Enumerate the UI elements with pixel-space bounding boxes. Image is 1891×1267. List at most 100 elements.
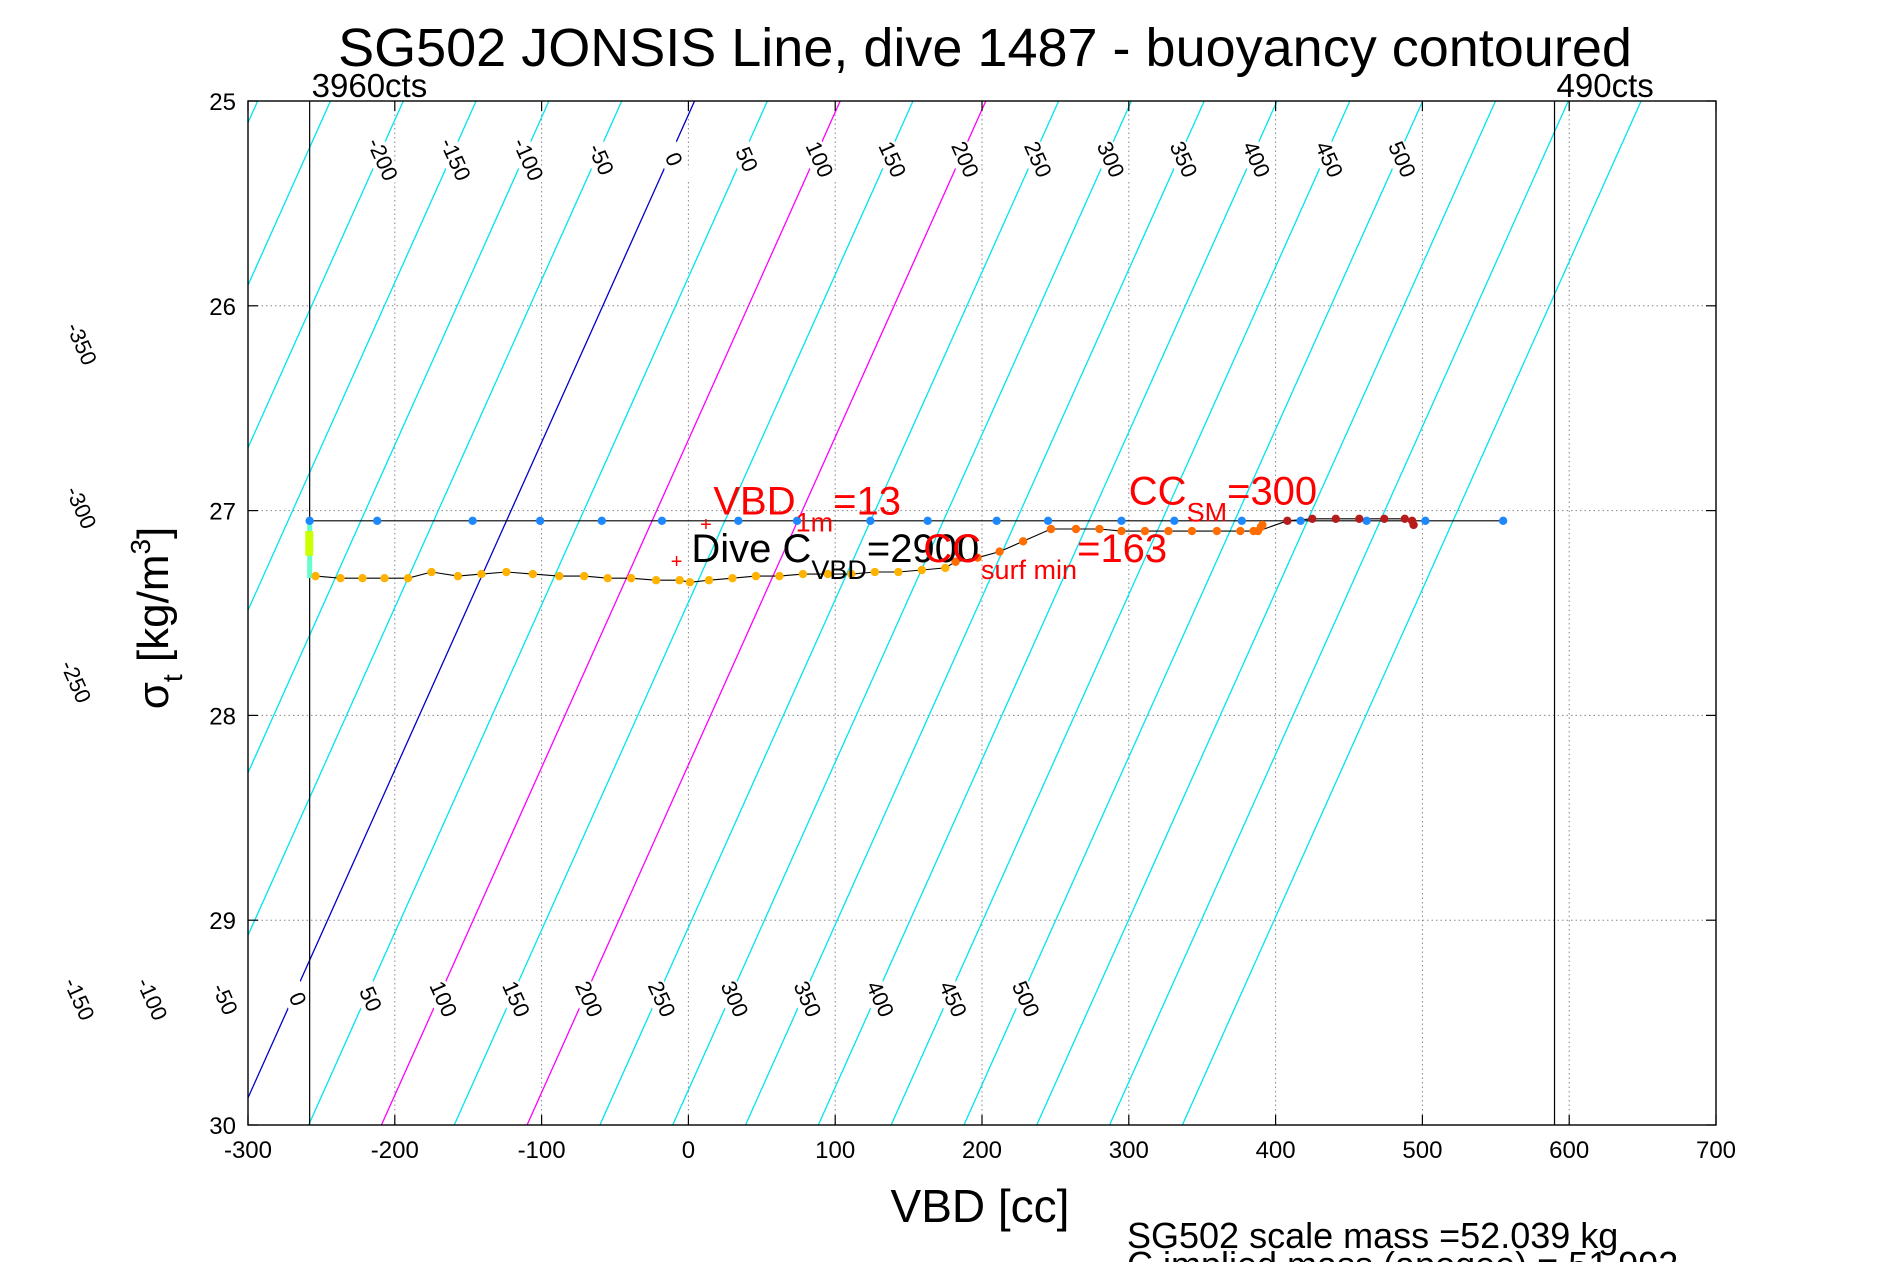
series-0-point bbox=[535, 516, 545, 526]
x-tick-label: 700 bbox=[1696, 1137, 1736, 1164]
contour-label-bottom: -150 bbox=[59, 974, 100, 1024]
series-1-point bbox=[917, 565, 927, 575]
contour-label-bottom-bg bbox=[712, 971, 754, 1028]
y-axis-label: σt [kg/m3] bbox=[125, 527, 188, 710]
series-0-point bbox=[1117, 516, 1126, 526]
series-1-point bbox=[704, 576, 714, 585]
annotation-value: =2900 bbox=[867, 527, 979, 571]
contour-label-top-bg bbox=[870, 131, 912, 189]
x-tick-label: -100 bbox=[518, 1137, 566, 1164]
plus-marker: + bbox=[671, 551, 683, 573]
series-3-point bbox=[1355, 514, 1364, 523]
series-2-point bbox=[1071, 524, 1081, 534]
contour-label-top-bg bbox=[433, 131, 475, 189]
series-1-point bbox=[380, 573, 389, 583]
contour-label-top-bg bbox=[506, 131, 548, 189]
series-3-point bbox=[1380, 514, 1389, 523]
series-2-point bbox=[1164, 526, 1173, 536]
contour-label-bottom-bg bbox=[202, 971, 245, 1028]
contour-label-bottom-bg bbox=[421, 971, 463, 1028]
series-0-point bbox=[1170, 516, 1179, 526]
contour-line-650 bbox=[1181, 101, 1642, 1125]
series-2-point bbox=[1187, 526, 1197, 536]
series-3-point bbox=[1400, 514, 1409, 523]
series-2-point bbox=[1046, 524, 1056, 534]
contour-label-left-bg bbox=[59, 316, 101, 373]
annotation-0: VBD1m=13 bbox=[713, 480, 901, 538]
series-0-point bbox=[597, 516, 606, 526]
contour-label-bottom-bg bbox=[130, 971, 172, 1028]
contour-line-350 bbox=[744, 101, 1205, 1125]
contour-label-top-bg bbox=[1307, 131, 1349, 189]
series-2-point bbox=[951, 557, 960, 566]
contour-label-left-bg bbox=[53, 654, 96, 711]
x-tick-label: 100 bbox=[815, 1137, 855, 1164]
series-1-point bbox=[453, 571, 463, 581]
y-axis-label-sub: t bbox=[157, 674, 188, 682]
y-tick-label: 29 bbox=[209, 908, 236, 935]
annotation-main: Dive C bbox=[691, 527, 811, 571]
series-1-point bbox=[403, 573, 413, 583]
y-axis-label-symbol: σ bbox=[129, 682, 178, 709]
series-0-point bbox=[792, 516, 802, 526]
series-0-point bbox=[1043, 516, 1053, 526]
annotation-value: =13 bbox=[833, 480, 901, 524]
data-series: ++ bbox=[305, 514, 1508, 587]
contour-label-left: -250 bbox=[55, 656, 96, 706]
annotation-2: CCsurf min=163 bbox=[923, 527, 1167, 585]
series-3-point bbox=[1283, 516, 1292, 526]
x-tick-label: 600 bbox=[1549, 1137, 1589, 1164]
series-1-point bbox=[751, 571, 761, 581]
series-1-point bbox=[798, 569, 808, 579]
x-tick-label: 0 bbox=[682, 1137, 695, 1164]
chart-title: SG502 JONSIS Line, dive 1487 - buoyancy … bbox=[338, 18, 1632, 78]
contour-line-500 bbox=[963, 101, 1424, 1125]
contour-line-200 bbox=[526, 101, 987, 1125]
series-0-point bbox=[992, 516, 1001, 526]
x-tick-label: -300 bbox=[224, 1137, 272, 1164]
series-0-point bbox=[657, 516, 667, 526]
plus-marker: + bbox=[700, 514, 712, 536]
series-1-point bbox=[675, 576, 684, 585]
contour-label-top-bg bbox=[1161, 131, 1203, 189]
x-tick-label: 200 bbox=[962, 1137, 1002, 1164]
series-0-point bbox=[1237, 516, 1247, 526]
footer-line-2: C implied mass (apogee) = 51.992 bbox=[1127, 1244, 1678, 1262]
series-1-point bbox=[870, 567, 880, 577]
contour-label-top-bg bbox=[1015, 131, 1058, 189]
contour-label-left-bg bbox=[59, 479, 101, 537]
y-tick-label: 28 bbox=[209, 703, 236, 730]
contour-label-top-bg bbox=[579, 131, 621, 189]
series-1-point bbox=[477, 569, 486, 579]
y-tick-label: 26 bbox=[209, 294, 236, 321]
x-axis-label: VBD [cc] bbox=[891, 1180, 1070, 1232]
contour-label-top-bg bbox=[1380, 131, 1422, 189]
series-0-point bbox=[866, 516, 875, 526]
contour-label-bottom-bg bbox=[57, 971, 99, 1028]
contour-line-50 bbox=[308, 101, 768, 1125]
series-0-point bbox=[468, 516, 477, 526]
series-2-point bbox=[973, 553, 982, 562]
series-3-point bbox=[1331, 514, 1340, 523]
series-1-point bbox=[823, 569, 833, 579]
series-0-point bbox=[1296, 516, 1305, 526]
contour-line-550 bbox=[1036, 101, 1497, 1125]
contour-label-top-bg bbox=[360, 131, 402, 189]
y-axis-label-unit: [kg/m bbox=[129, 555, 178, 675]
series-1-point bbox=[336, 573, 345, 583]
contour-line-450 bbox=[890, 101, 1351, 1125]
series-1-point bbox=[626, 573, 636, 583]
series-1-point bbox=[427, 567, 436, 577]
y-tick-label: 27 bbox=[209, 499, 236, 526]
contour-label-bottom-bg bbox=[639, 971, 682, 1028]
series-2-point bbox=[1140, 526, 1150, 536]
series-1-point bbox=[894, 567, 903, 577]
annotation-sub: SM bbox=[1187, 497, 1228, 527]
contour-line-0 bbox=[248, 101, 696, 1100]
contour-line--250 bbox=[248, 101, 332, 287]
x-tick-label: 400 bbox=[1256, 1137, 1296, 1164]
annotation-main: CC bbox=[923, 527, 981, 571]
series-1-point bbox=[775, 571, 784, 581]
contour-label-top-bg bbox=[1088, 131, 1131, 189]
